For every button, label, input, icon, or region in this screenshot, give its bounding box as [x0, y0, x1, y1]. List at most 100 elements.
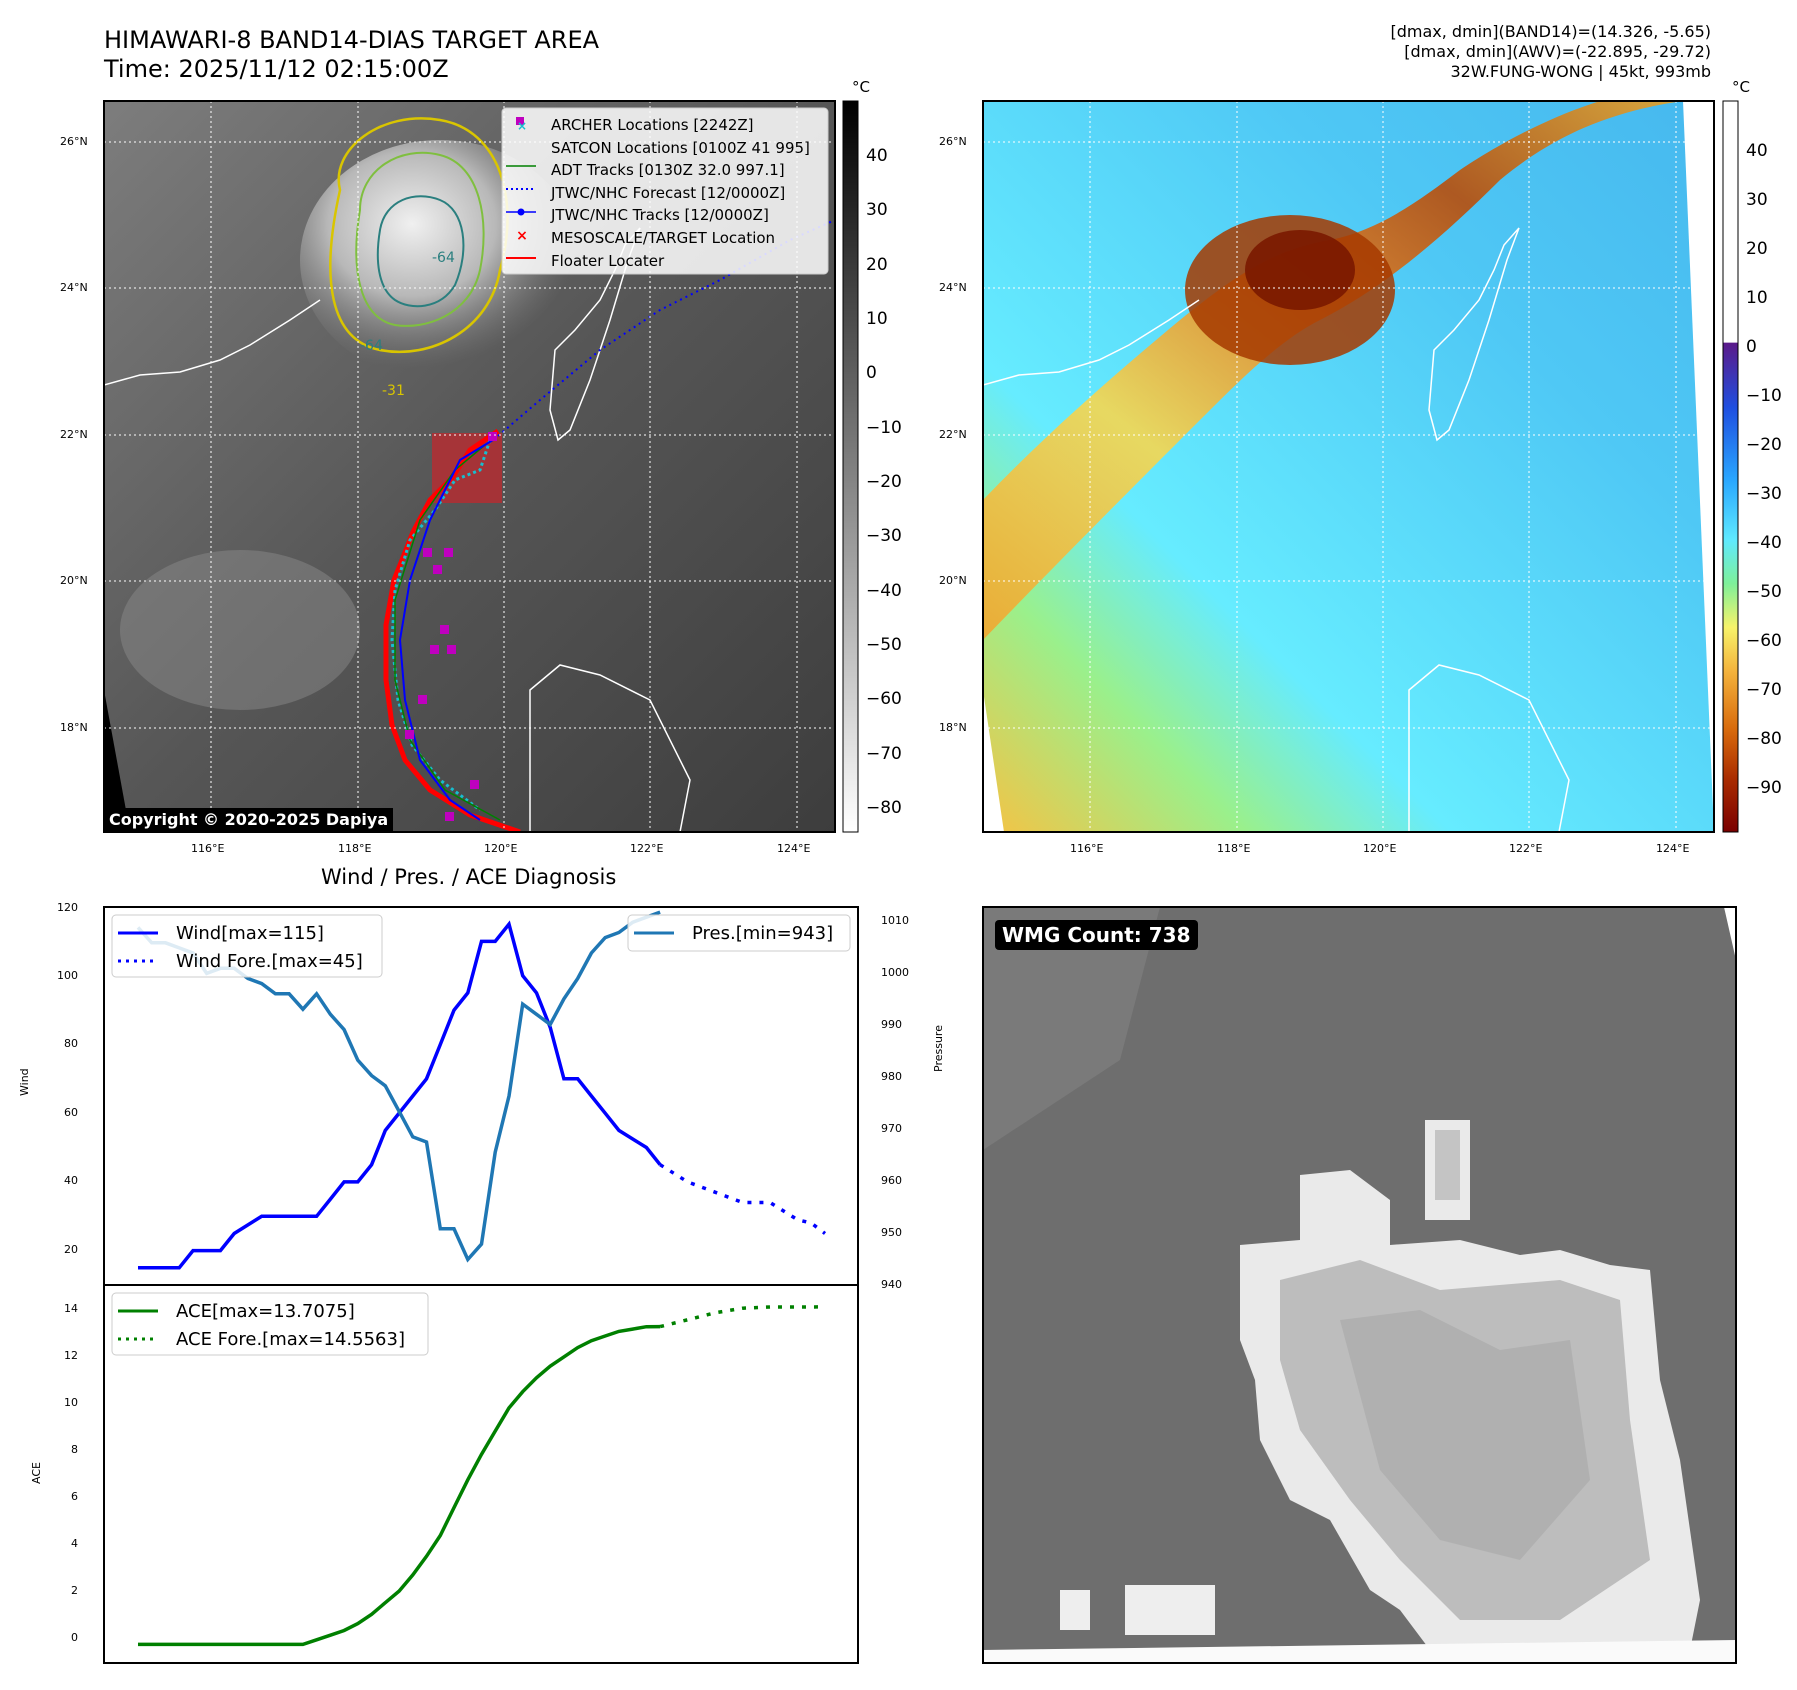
- pres-legend-label: Pres.[min=943]: [692, 923, 834, 944]
- ace-tick: 6: [71, 1490, 78, 1503]
- ace-frame: [103, 1284, 859, 1664]
- gray-tick: −40: [866, 581, 902, 601]
- series-line-0: [138, 1324, 661, 1647]
- ir-low-cloud: [120, 550, 360, 710]
- ace-axis-label: ACE: [30, 1462, 43, 1484]
- lat-label: 18°N: [60, 721, 88, 734]
- ace-legend: [111, 1292, 429, 1356]
- adt-track: [394, 444, 501, 821]
- gray-tick: 20: [866, 255, 888, 275]
- ir-nodata-corner: [104, 690, 130, 832]
- wind-tick: 100: [57, 969, 78, 982]
- ace-chart: [138, 1305, 826, 1647]
- color-tick: 20: [1746, 239, 1768, 259]
- pressure-tick: 980: [881, 1070, 902, 1083]
- awv-background: [983, 101, 1714, 832]
- lon-label: 124°E: [777, 842, 811, 855]
- ace-tick: 8: [71, 1443, 78, 1456]
- awv-map-panel: [983, 101, 1714, 832]
- legend-floater: Floater Locater: [551, 251, 665, 270]
- pressure-tick: 950: [881, 1226, 902, 1239]
- gray-tick: 0: [866, 363, 877, 383]
- ace-tick: 4: [71, 1537, 78, 1550]
- legend-adt: ADT Tracks [0130Z 32.0 997.1]: [551, 161, 785, 180]
- lon-label: 120°E: [484, 842, 518, 855]
- color-tick: 30: [1746, 190, 1768, 210]
- color-tick: 0: [1746, 337, 1757, 357]
- lon-label: 122°E: [1509, 842, 1543, 855]
- wmg-frame: [982, 906, 1737, 1664]
- lat-label: 22°N: [939, 428, 967, 441]
- contour-yellow: [329, 117, 509, 354]
- ace-fore-legend-label: ACE Fore.[max=14.5563]: [176, 1329, 405, 1350]
- wind-tick: 120: [57, 901, 78, 914]
- awv-dry-band: [983, 101, 1683, 640]
- color-colorbar: [1722, 100, 1739, 833]
- wind-axis-label: Wind: [18, 1068, 31, 1096]
- gray-tick: 40: [866, 146, 888, 166]
- legend-mesoscale: MESOSCALE/TARGET Location: [551, 228, 776, 247]
- figure-time: Time: 2025/11/12 02:15:00Z: [104, 55, 449, 83]
- ace-legend-label: ACE[max=13.7075]: [176, 1301, 355, 1322]
- wind-fore-legend-label: Wind Fore.[max=45]: [176, 951, 363, 972]
- ace-tick: 10: [64, 1396, 78, 1409]
- lat-label: 18°N: [939, 721, 967, 734]
- jtwc-track: [398, 439, 494, 821]
- lat-label: 20°N: [939, 574, 967, 587]
- legend-archer: ARCHER Locations [2242Z]: [551, 116, 754, 134]
- lat-label: 26°N: [60, 135, 88, 148]
- awv-frame: [982, 100, 1715, 833]
- awv-coastline-luzon: [1408, 664, 1570, 832]
- gray-tick: 10: [866, 309, 888, 329]
- contour-green: [355, 151, 485, 327]
- series-line-1: [659, 1305, 826, 1329]
- gray-tick: −80: [866, 798, 902, 818]
- pressure-tick: 970: [881, 1122, 902, 1135]
- wind-tick: 60: [64, 1106, 78, 1119]
- info-band14: [dmax, dmin](BAND14)=(14.326, -5.65): [1390, 22, 1712, 41]
- lon-label: 116°E: [191, 842, 225, 855]
- series-line-1: [659, 1163, 827, 1235]
- gray-colorbar: [842, 100, 859, 833]
- wind-tick: 40: [64, 1174, 78, 1187]
- color-tick: −10: [1746, 386, 1782, 406]
- color-tick: −30: [1746, 484, 1782, 504]
- lat-label: 26°N: [939, 135, 967, 148]
- ir-legend: × ×: [501, 107, 829, 275]
- lat-label: 24°N: [939, 281, 967, 294]
- color-tick: 40: [1746, 141, 1768, 161]
- lon-label: 124°E: [1656, 842, 1690, 855]
- gray-tick: −30: [866, 526, 902, 546]
- color-tick: −80: [1746, 729, 1782, 749]
- gray-colorbar-unit: °C: [852, 78, 870, 96]
- jtwc-forecast: [497, 219, 835, 437]
- gray-tick: −70: [866, 744, 902, 764]
- legend-satcon-marker: ×: [517, 119, 527, 133]
- copyright-label: Copyright © 2020-2025 Dapiya: [104, 808, 394, 831]
- gray-tick: 30: [866, 200, 888, 220]
- lon-label: 116°E: [1070, 842, 1104, 855]
- lon-label: 118°E: [1217, 842, 1251, 855]
- gray-tick: −60: [866, 689, 902, 709]
- wind-legend-label: Wind[max=115]: [176, 923, 324, 944]
- color-tick: −40: [1746, 533, 1782, 553]
- lon-label: 118°E: [338, 842, 372, 855]
- gray-tick: −20: [866, 472, 902, 492]
- color-tick: −50: [1746, 582, 1782, 602]
- pressure-tick: 990: [881, 1018, 902, 1031]
- awv-gridlines: [983, 101, 1714, 832]
- legend-mesoscale-marker: ×: [516, 228, 528, 244]
- contour-label: -31: [382, 383, 405, 399]
- floater-box: [432, 433, 502, 503]
- lon-label: 122°E: [630, 842, 664, 855]
- lat-label: 20°N: [60, 574, 88, 587]
- pressure-tick: 940: [881, 1278, 902, 1291]
- contour-label: -64: [360, 338, 383, 354]
- ace-tick: 2: [71, 1584, 78, 1597]
- color-tick: −20: [1746, 435, 1782, 455]
- awv-coastline-taiwan: [1428, 227, 1520, 442]
- info-awv: [dmax, dmin](AWV)=(-22.895, -29.72): [1404, 42, 1711, 61]
- awv-dry-center: [1245, 230, 1355, 310]
- wind-tick: 20: [64, 1243, 78, 1256]
